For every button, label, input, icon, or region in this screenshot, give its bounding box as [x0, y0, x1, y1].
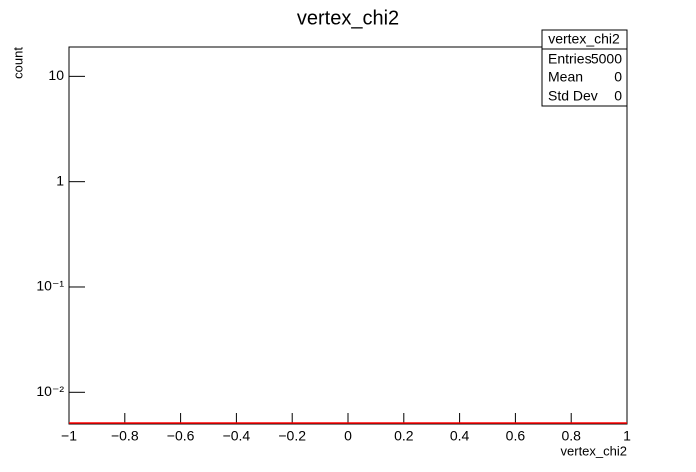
stats-frame [541, 29, 628, 107]
x-tick-label: 0.8 [561, 428, 581, 444]
stats-title: vertex_chi2 [548, 31, 620, 47]
chart-title: vertex_chi2 [297, 7, 399, 29]
stats-value: 5000 [591, 51, 622, 67]
y-tick-label: 10⁻² [36, 383, 64, 399]
stats-box: vertex_chi2 Entries 5000 Mean 0 Std Dev … [541, 29, 628, 107]
x-tick-label: −0.6 [167, 428, 195, 444]
stats-key: Std Dev [548, 88, 598, 104]
y-tick-label: 1 [56, 172, 64, 188]
x-axis-label: vertex_chi2 [561, 443, 627, 458]
y-axis-label: count [10, 47, 25, 79]
stats-value: 0 [614, 88, 622, 104]
x-tick-label: −0.4 [223, 428, 251, 444]
y-tick-label: 10 [48, 67, 64, 83]
x-tick-label: −0.2 [278, 428, 306, 444]
x-tick-label: −0.8 [111, 428, 139, 444]
stats-key: Mean [548, 69, 583, 85]
x-tick-label: 0.4 [450, 428, 470, 444]
x-tick-label: 0.6 [506, 428, 526, 444]
x-tick-label: 0.2 [394, 428, 414, 444]
stats-value: 0 [614, 69, 622, 85]
stats-key: Entries [548, 51, 592, 67]
x-tick-label: 0 [344, 428, 352, 444]
x-tick-label: 1 [623, 428, 631, 444]
y-tick-label: 10⁻¹ [36, 278, 64, 294]
x-tick-label: −1 [61, 428, 77, 444]
